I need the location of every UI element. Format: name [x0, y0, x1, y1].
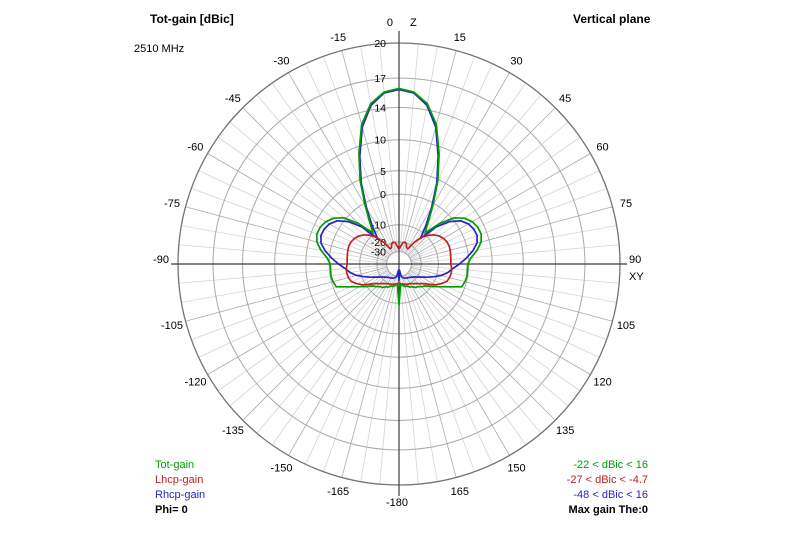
- radial-tick-label: 5: [380, 166, 386, 178]
- legend-ranges: -22 < dBic < 16 -27 < dBic < -4.7 -48 < …: [458, 458, 648, 518]
- grid-spoke: [178, 244, 387, 264]
- angle-tick-label: 15: [454, 32, 466, 44]
- grid-spoke: [405, 273, 527, 446]
- curve-tot-gain: [315, 87, 483, 306]
- angle-tick-label: -30: [274, 55, 290, 67]
- angle-tick-label: 165: [451, 486, 469, 498]
- xy-plane-label: XY: [629, 271, 644, 283]
- legend-lhcp-gain: Lhcp-gain: [155, 474, 204, 486]
- radial-tick-label: 0: [380, 189, 386, 201]
- grid-spoke: [411, 244, 620, 264]
- radial-tick-label: 10: [374, 135, 386, 147]
- angle-tick-label: 90: [629, 254, 641, 266]
- range-tot-gain: -22 < dBic < 16: [573, 459, 648, 471]
- grid-spoke: [323, 275, 396, 472]
- legend-rhcp-gain: Rhcp-gain: [155, 489, 206, 501]
- radial-tick-label: 20: [374, 38, 386, 50]
- angle-tick-label: 135: [556, 425, 574, 437]
- max-gain-label: Max gain The:0: [568, 504, 648, 516]
- page-title: Tot-gain [dBic]: [150, 12, 234, 26]
- angle-tick-label: -165: [327, 486, 349, 498]
- angle-tick-label: -75: [164, 198, 180, 210]
- legend-series: Tot-gain Lhcp-gain Rhcp-gain Phi= 0: [155, 458, 205, 518]
- angle-tick-label: 120: [593, 377, 611, 389]
- legend-tot-gain: Tot-gain: [155, 459, 195, 471]
- angle-tick-label: -45: [225, 93, 241, 105]
- grid-spoke: [402, 275, 475, 472]
- grid-spoke: [408, 271, 569, 407]
- angle-tick-label: 45: [559, 93, 571, 105]
- grid-spoke: [410, 267, 607, 340]
- angle-tick-label: -150: [270, 463, 292, 475]
- grid-spoke: [406, 273, 542, 434]
- radial-tick-label: -30: [371, 247, 386, 259]
- angle-tick-label: -90: [153, 254, 169, 266]
- range-rhcp-gain: -48 < dBic < 16: [573, 489, 648, 501]
- angle-tick-label: -120: [184, 377, 206, 389]
- radial-tick-label: 17: [374, 73, 386, 85]
- grid-spoke: [399, 276, 419, 485]
- grid-spoke: [256, 273, 392, 434]
- grid-spoke: [242, 272, 391, 421]
- range-lhcp-gain: -27 < dBic < -4.7: [566, 474, 648, 486]
- phi-label: Phi= 0: [155, 504, 188, 516]
- angle-tick-label: 0: [387, 17, 393, 29]
- plane-label: Vertical plane: [573, 12, 651, 26]
- angle-tick-label: -60: [188, 142, 204, 154]
- angle-tick-label: -105: [161, 320, 183, 332]
- grid-spoke: [407, 272, 556, 421]
- angle-tick-label: 60: [596, 142, 608, 154]
- grid-spoke: [379, 276, 399, 485]
- angle-tick-label: -180: [386, 497, 408, 509]
- frequency-label: 2510 MHz: [134, 43, 185, 55]
- radial-tick-label: -10: [371, 220, 386, 232]
- grid-spoke: [399, 43, 419, 252]
- angle-tick-label: 75: [620, 198, 632, 210]
- grid-spoke: [271, 273, 393, 446]
- grid-spoke: [229, 271, 390, 407]
- angle-tick-label: -135: [222, 425, 244, 437]
- grid-spoke: [191, 267, 388, 340]
- grid-spoke: [408, 121, 569, 257]
- curve-lhcp-gain: [345, 233, 453, 286]
- radial-tick-label: -20: [371, 237, 386, 249]
- curve-rhcp-gain: [320, 88, 478, 282]
- grid-spoke: [229, 121, 390, 257]
- angle-tick-label: -15: [330, 32, 346, 44]
- grid-spoke: [408, 270, 581, 392]
- z-axis-label: Z: [410, 17, 417, 29]
- radial-tick-label: 14: [374, 103, 386, 115]
- angle-tick-label: 150: [507, 463, 525, 475]
- angle-tick-label: 105: [617, 320, 635, 332]
- grid-spoke: [217, 270, 390, 392]
- angle-tick-label: 30: [510, 55, 522, 67]
